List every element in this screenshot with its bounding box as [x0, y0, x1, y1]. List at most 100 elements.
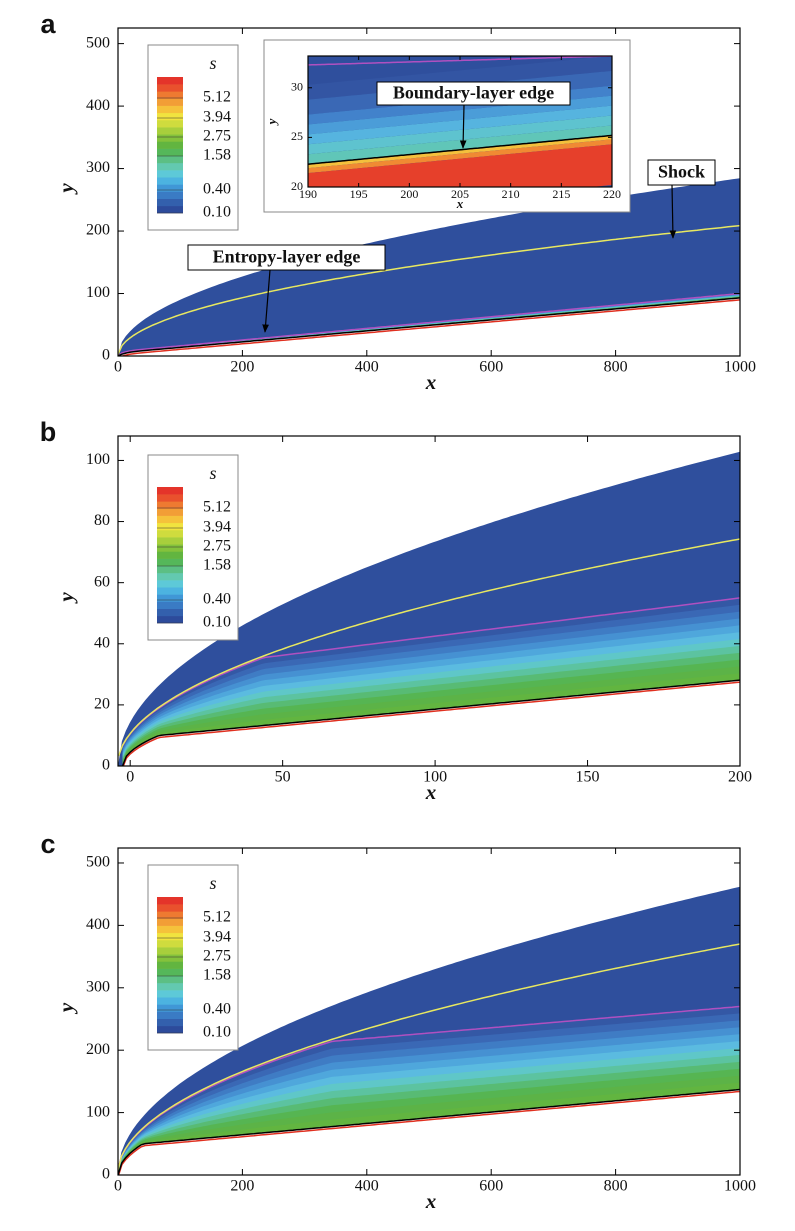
y-tick-label: 25	[291, 129, 303, 143]
colorbar-level	[157, 1011, 183, 1019]
boundary-layer-edge	[118, 1088, 740, 1175]
colorbar-level	[157, 170, 183, 178]
colorbar-level	[157, 515, 183, 524]
x-tick-label: 600	[479, 1178, 503, 1195]
axes-frame	[117, 847, 741, 1176]
colorbar-tick-label: 3.94	[203, 109, 231, 126]
colorbar-level	[157, 529, 183, 538]
edge-line	[121, 597, 740, 746]
annotation-text: Shock	[658, 162, 705, 182]
colorbar-level	[157, 947, 183, 955]
colorbar-tick-label: 5.12	[203, 909, 231, 926]
x-axis-label: x	[425, 370, 437, 394]
panel: 0 50 100 150 200020406080100xybs0.100.401.58…	[40, 417, 752, 804]
colorbar-level	[157, 918, 183, 926]
colorbar-title: s	[209, 53, 216, 73]
colorbar-level	[157, 897, 183, 905]
colorbar-tick-label: 5.12	[203, 499, 231, 516]
wall-line	[120, 299, 740, 356]
colorbar-level	[157, 522, 183, 531]
colorbar-tick-label: 1.58	[203, 557, 231, 574]
colorbar-level	[157, 587, 183, 595]
colorbar-level	[157, 198, 183, 207]
x-tick-label: 195	[350, 187, 368, 201]
x-tick-label: 200	[230, 359, 254, 376]
x-tick-label: 220	[603, 187, 621, 201]
annotation-arrow	[262, 269, 271, 333]
colorbar-level	[157, 127, 183, 135]
colorbar-level	[157, 191, 183, 199]
colorbar-level	[157, 939, 183, 948]
entropy-band	[118, 1082, 740, 1175]
colorbar-level	[157, 184, 183, 192]
annotation-box	[647, 159, 716, 186]
y-tick-label: 60	[94, 573, 110, 590]
field	[118, 886, 740, 1175]
colorbar-level	[157, 580, 183, 588]
colorbar-level	[157, 141, 183, 149]
colorbar-level	[157, 954, 183, 962]
y-axis-label: y	[54, 1002, 78, 1015]
y-tick-label: 0	[102, 1166, 110, 1183]
colorbar-level	[157, 508, 183, 516]
y-tick-label: 20	[291, 179, 303, 193]
x-tick-label: 1000	[724, 1178, 756, 1195]
x-tick-label: 215	[552, 187, 570, 201]
y-tick-label: 100	[86, 451, 110, 468]
colorbar-level	[157, 155, 183, 164]
inset-band	[308, 135, 612, 169]
colorbar-level	[157, 904, 183, 912]
boundary-layer-edge	[121, 679, 740, 766]
x-tick-label: 600	[479, 359, 503, 376]
inset-band	[308, 144, 612, 187]
colorbar-level	[157, 601, 183, 609]
x-tick-label: 0	[114, 359, 122, 376]
inset-band	[308, 139, 612, 174]
x-tick-label: 0	[114, 1178, 122, 1195]
colorbar-level	[157, 177, 183, 185]
colorbar-level	[157, 975, 183, 984]
x-tick-label: 1000	[724, 359, 756, 376]
colorbar-level	[157, 990, 183, 998]
colorbar-level	[157, 162, 183, 171]
x-tick-label: 190	[299, 187, 317, 201]
colorbar-tick-label: 5.12	[203, 89, 231, 106]
colorbar-level	[157, 982, 183, 991]
x-tick-label: 200	[728, 769, 752, 786]
annotation-box	[376, 81, 571, 106]
y-tick-label: 500	[86, 34, 110, 51]
x-tick-label: 800	[604, 359, 628, 376]
colorbar-level	[157, 1004, 183, 1012]
panel-label: a	[40, 9, 56, 39]
colorbar-tick-label: 0.10	[203, 614, 231, 631]
y-tick-label: 200	[86, 1041, 110, 1058]
wall-line	[122, 681, 740, 766]
x-tick-label: 400	[355, 359, 379, 376]
boundary-layer-edge	[118, 297, 740, 356]
colorbar-level	[157, 997, 183, 1005]
colorbar-level	[157, 112, 183, 121]
x-tick-label: 150	[576, 769, 600, 786]
wall-line	[118, 1090, 740, 1175]
y-axis-label: y	[54, 183, 78, 196]
y-tick-label: 80	[94, 512, 110, 529]
sonic-line	[118, 224, 740, 355]
y-tick-label: 200	[86, 222, 110, 239]
colorbar-tick-label: 2.75	[203, 128, 231, 145]
colorbar-tick-label: 1.58	[203, 967, 231, 984]
colorbar-tick-label: 3.94	[203, 929, 231, 946]
entropy-band	[122, 673, 740, 766]
x-tick-label: 50	[275, 769, 291, 786]
colorbar-tick-label: 0.10	[203, 1024, 231, 1041]
colorbar-level	[157, 911, 183, 919]
colorbar-level	[157, 537, 183, 545]
y-tick-label: 20	[94, 696, 110, 713]
colorbar-level	[157, 119, 183, 128]
colorbar-tick-label: 0.10	[203, 204, 231, 221]
colorbar-level	[157, 84, 183, 92]
colorbar-level	[157, 77, 183, 85]
colorbar-level	[157, 615, 183, 624]
x-tick-label: 210	[502, 187, 520, 201]
colorbar-level	[157, 961, 183, 969]
colorbar-level	[157, 551, 183, 559]
